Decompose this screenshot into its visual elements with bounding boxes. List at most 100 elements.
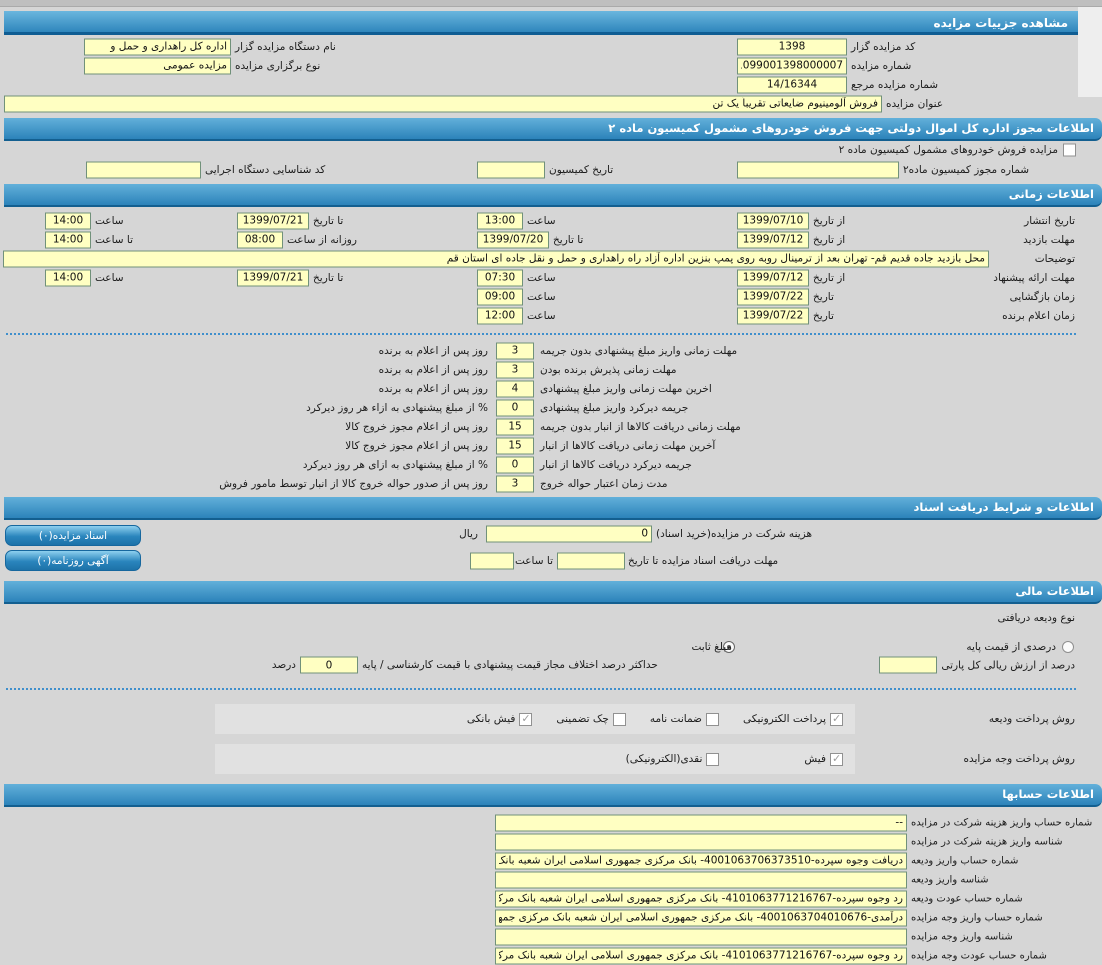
article2-checkbox[interactable] — [1063, 143, 1076, 157]
offer-time-label: ساعت — [527, 271, 556, 284]
bank-slip-checkbox[interactable] — [519, 712, 533, 726]
winner-time-label: ساعت — [527, 309, 556, 322]
deposit-type-options-row: درصدی از قیمت پایه مبلغ ثابت — [0, 638, 1102, 656]
top-strip — [0, 0, 1102, 7]
account-input[interactable] — [495, 890, 907, 907]
account-input[interactable] — [495, 814, 907, 831]
deposit-type-label: نوع ودیعه دریافتی — [997, 612, 1075, 624]
bank-slip-label: فیش بانکی — [466, 713, 516, 725]
penalty-input[interactable] — [496, 456, 534, 473]
account-label: شماره حساب واریز ودیعه — [911, 855, 1019, 866]
account-input[interactable] — [495, 947, 907, 964]
auctioneer-code-input[interactable] — [737, 38, 847, 55]
visit-to-label: تا تاریخ — [553, 233, 584, 246]
winner-time[interactable] — [477, 307, 523, 324]
penalty-row: مدت زمان اعتبار حواله خروج روز پس از صدو… — [0, 474, 1102, 493]
docs-until-time-label: تا ساعت — [514, 554, 553, 567]
account-input[interactable] — [495, 833, 907, 850]
auction-type-input[interactable] — [84, 57, 231, 74]
cash-electronic-label: نقدی(الکترونیکی) — [625, 753, 703, 765]
commission-date-input[interactable] — [477, 161, 545, 179]
visit-until-label: تا ساعت — [95, 233, 134, 246]
agency-code-label: کد شناسایی دستگاه اجرایی — [205, 164, 326, 176]
penalty-input[interactable] — [496, 380, 534, 397]
docs-section-header: اطلاعات و شرایط دریافت اسناد — [4, 497, 1102, 520]
deposit-method-row: روش پرداخت ودیعه پرداخت الکترونیکی ضمانت… — [0, 704, 1102, 734]
party-percent-label: درصد از ارزش ریالی کل پارتی — [941, 659, 1075, 671]
offer-from-date[interactable] — [737, 269, 809, 286]
publish-to-date[interactable] — [237, 212, 309, 229]
visit-until-time[interactable] — [45, 231, 91, 248]
newspaper-ad-button[interactable]: آگهی روزنامه(۰) — [5, 550, 141, 571]
account-row: شناسه واریز هزینه شرکت در مزایده — [0, 832, 1102, 851]
account-label: شناسه واریز وجه مزایده — [911, 931, 1013, 942]
publish-row: تاریخ انتشار از تاریخ ساعت تا تاریخ ساعت — [0, 211, 1102, 230]
penalty-suffix: روز پس از اعلام به برنده — [378, 344, 488, 357]
account-row: شماره حساب واریز ودیعه — [0, 851, 1102, 870]
fee-row: هزینه شرکت در مزایده(خرید اسناد) ریال — [0, 524, 1102, 543]
account-input[interactable] — [495, 928, 907, 945]
account-label: شماره حساب واریز وجه مزایده — [911, 912, 1043, 923]
account-input[interactable] — [495, 852, 907, 869]
penalty-label: مدت زمان اعتبار حواله خروج — [540, 477, 668, 490]
penalty-input[interactable] — [496, 342, 534, 359]
account-input[interactable] — [495, 909, 907, 926]
publish-time[interactable] — [477, 212, 523, 229]
fee-input[interactable] — [486, 525, 652, 542]
visit-daily-time[interactable] — [237, 231, 283, 248]
opening-time[interactable] — [477, 288, 523, 305]
party-percent-input[interactable] — [879, 656, 938, 674]
penalty-input[interactable] — [496, 399, 534, 416]
guarantee-letter-checkbox[interactable] — [705, 712, 719, 726]
permit-number-input[interactable] — [737, 161, 899, 179]
permit-section: مزایده فروش خودروهای مشمول کمیسیون ماده … — [0, 141, 1102, 181]
offer-to-time[interactable] — [45, 269, 91, 286]
offer-to-date[interactable] — [237, 269, 309, 286]
docs-until-time-input[interactable] — [470, 552, 514, 569]
method-guarantee-letter: ضمانت نامه — [650, 712, 719, 726]
permit-section-header: اطلاعات مجوز اداره کل اموال دولتی جهت فر… — [4, 118, 1102, 141]
docs-deadline-label: مهلت دریافت اسناد مزایده تا تاریخ — [628, 554, 779, 567]
agency-code-input[interactable] — [86, 161, 201, 179]
publish-from-label: از تاریخ — [813, 214, 846, 227]
article2-checkbox-label: مزایده فروش خودروهای مشمول کمیسیون ماده … — [838, 144, 1058, 156]
publish-to-time[interactable] — [45, 212, 91, 229]
electronic-payment-checkbox[interactable] — [830, 712, 843, 726]
docs-deadline-date-input[interactable] — [557, 552, 625, 569]
ref-number-input[interactable] — [737, 76, 847, 93]
agency-name-input[interactable] — [84, 38, 231, 55]
visit-daily-label: روزانه از ساعت — [287, 233, 357, 246]
offer-to-time-label: ساعت — [95, 271, 124, 284]
offer-time[interactable] — [477, 269, 523, 286]
certified-check-checkbox[interactable] — [612, 712, 626, 726]
row-auction-number: شماره مزایده نوع برگزاری مزایده — [0, 56, 1102, 75]
publish-from-date[interactable] — [737, 212, 809, 229]
offer-row: مهلت ارائه پیشنهاد از تاریخ ساعت تا تاری… — [0, 268, 1102, 287]
notes-input[interactable] — [3, 250, 989, 267]
notes-row: توضیحات — [0, 249, 1102, 268]
winner-date[interactable] — [737, 307, 809, 324]
percent-of-base-radio[interactable] — [1062, 641, 1074, 653]
fixed-amount-radio[interactable] — [722, 641, 735, 653]
penalty-input[interactable] — [496, 475, 534, 492]
account-input[interactable] — [495, 871, 907, 888]
visit-to-date[interactable] — [477, 231, 549, 248]
penalty-suffix: روز پس از اعلام به برنده — [378, 382, 488, 395]
penalty-input[interactable] — [496, 437, 534, 454]
auction-number-input[interactable] — [737, 57, 847, 74]
penalty-row: جریمه دیرکرد واریز مبلغ پیشنهادی % از مب… — [0, 398, 1102, 417]
auction-type-label: نوع برگزاری مزایده — [235, 59, 321, 72]
penalty-input[interactable] — [496, 418, 534, 435]
slip-checkbox[interactable] — [830, 752, 843, 766]
penalty-suffix: روز پس از اعلام مجوز خروج کالا — [345, 439, 488, 452]
publish-time-label: ساعت — [527, 214, 556, 227]
penalty-input[interactable] — [496, 361, 534, 378]
penalty-row: مهلت زمانی پذیرش برنده بودن روز پس از اع… — [0, 360, 1102, 379]
auction-title-input[interactable] — [4, 95, 882, 112]
cash-electronic-checkbox[interactable] — [706, 752, 720, 766]
auction-documents-button[interactable]: اسناد مزایده(۰) — [5, 525, 141, 546]
visit-from-date[interactable] — [737, 231, 809, 248]
publish-to-time-label: ساعت — [95, 214, 124, 227]
opening-date[interactable] — [737, 288, 809, 305]
max-diff-input[interactable] — [300, 656, 358, 674]
